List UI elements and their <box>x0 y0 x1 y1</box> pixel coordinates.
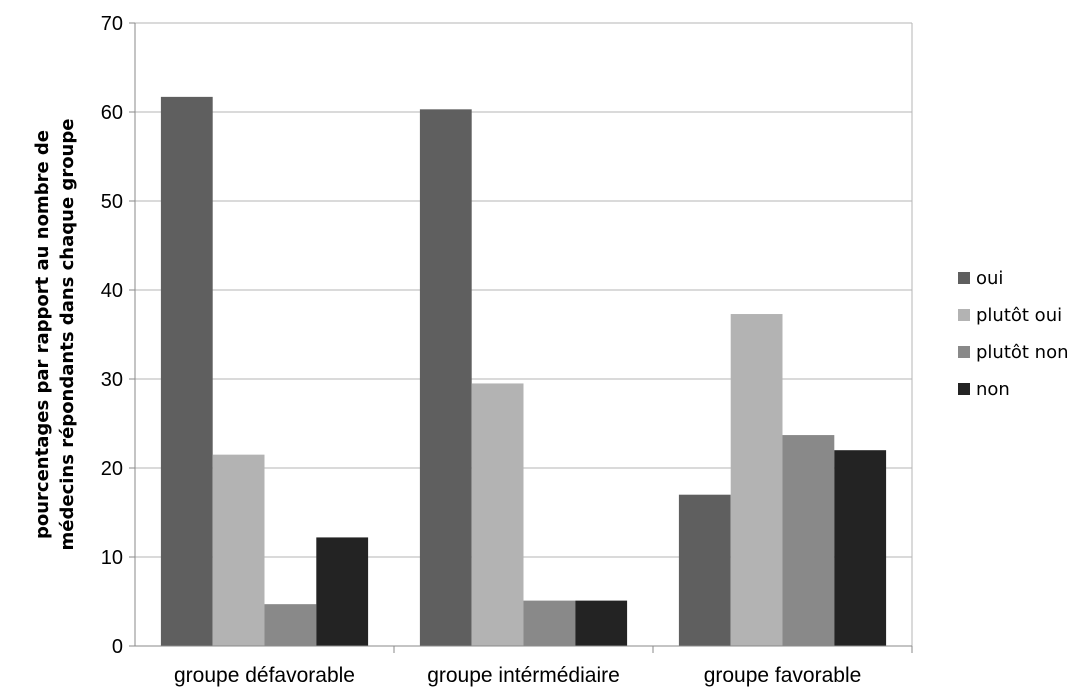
y-tick-label: 10 <box>101 547 123 569</box>
bar <box>782 435 835 646</box>
y-axis-label: pourcentages par rapport au nombre de méd… <box>32 119 78 551</box>
x-category-labels: groupe défavorable groupe intérmédiaire gr… <box>174 664 861 687</box>
y-tick-label: 60 <box>101 102 123 124</box>
bar <box>678 494 731 646</box>
bar <box>212 454 265 646</box>
bars <box>160 96 887 647</box>
legend-label: oui <box>976 268 1003 289</box>
bar <box>523 600 576 646</box>
x-category-label: groupe intérmédiaire <box>427 664 620 687</box>
legend: oui plutôt oui plutôt non non <box>958 268 1069 400</box>
y-axis-label-line: pourcentages par rapport au nombre de <box>32 130 53 539</box>
bar <box>264 604 317 646</box>
bar <box>730 314 783 646</box>
bar <box>471 383 524 646</box>
bar <box>160 96 213 647</box>
y-tick-label: 0 <box>112 636 123 658</box>
y-tick-label: 20 <box>101 458 123 480</box>
bar <box>834 450 887 646</box>
x-category-label: groupe favorable <box>704 664 862 687</box>
legend-swatch <box>958 383 970 395</box>
y-tick-labels: 0 10 20 30 40 50 60 70 <box>101 13 123 658</box>
legend-swatch <box>958 346 970 358</box>
y-tick-label: 50 <box>101 191 123 213</box>
bar <box>419 109 472 646</box>
legend-label: plutôt non <box>976 342 1069 363</box>
y-tick-label: 40 <box>101 280 123 302</box>
y-axis-label-line: médecins répondants dans chaque groupe <box>57 119 78 551</box>
x-category-label: groupe défavorable <box>174 664 355 687</box>
bar <box>575 600 628 646</box>
y-tick-label: 70 <box>101 13 123 35</box>
y-tick-label: 30 <box>101 369 123 391</box>
axes <box>129 22 913 653</box>
legend-label: non <box>976 379 1010 400</box>
legend-swatch <box>958 309 970 321</box>
legend-label: plutôt oui <box>976 305 1062 326</box>
bar <box>316 537 369 646</box>
legend-swatch <box>958 272 970 284</box>
